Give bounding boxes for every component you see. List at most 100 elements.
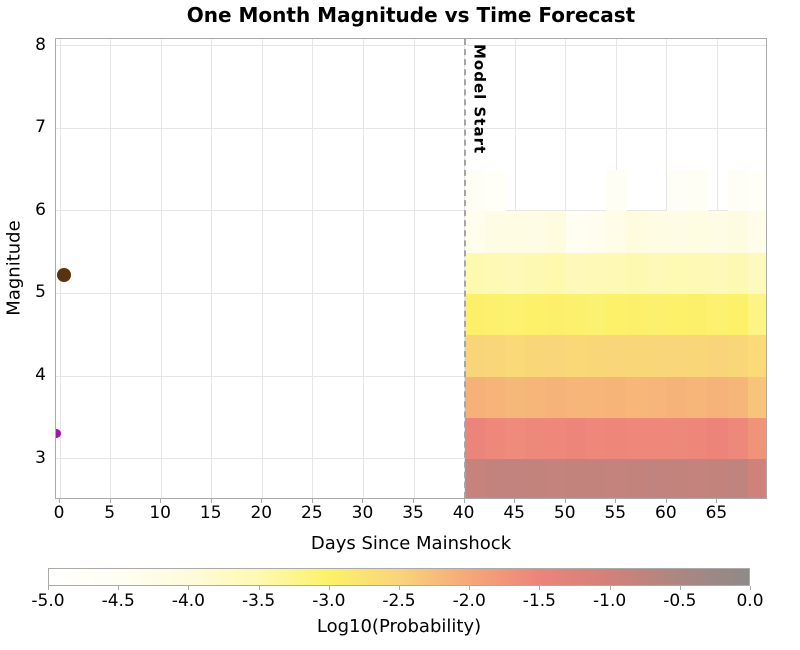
x-tick-mark bbox=[59, 499, 61, 503]
heatmap-cell bbox=[626, 458, 648, 498]
heatmap-cell bbox=[707, 376, 729, 418]
x-tick-label: 0 bbox=[53, 503, 65, 523]
heatmap-cell bbox=[666, 252, 688, 295]
colorbar-tick-label: -2.5 bbox=[382, 591, 416, 611]
heatmap-cell bbox=[484, 417, 506, 460]
colorbar-tick-mark bbox=[258, 586, 260, 590]
heatmap-cell bbox=[707, 210, 729, 253]
heatmap-cell bbox=[606, 210, 627, 253]
x-tick-mark bbox=[160, 499, 162, 503]
heatmap-cell bbox=[565, 417, 587, 460]
heatmap-cell bbox=[606, 376, 627, 418]
heatmap-cell bbox=[707, 417, 729, 460]
plot-area: Model Start bbox=[55, 38, 767, 499]
heatmap-cell bbox=[565, 376, 587, 418]
heatmap-cell bbox=[585, 210, 607, 253]
x-tick-label: 40 bbox=[452, 503, 475, 523]
heatmap-cell bbox=[687, 252, 708, 295]
heatmap-cell bbox=[626, 417, 648, 460]
heatmap-cell bbox=[484, 376, 506, 418]
heatmap-cell bbox=[626, 252, 648, 295]
x-gridline bbox=[312, 39, 314, 498]
heatmap-cell bbox=[727, 210, 749, 253]
heatmap-cell bbox=[727, 169, 749, 212]
heatmap-cell bbox=[545, 417, 567, 460]
colorbar-tick-mark bbox=[48, 586, 49, 590]
colorbar-tick-label: -4.5 bbox=[101, 591, 135, 611]
x-tick-mark bbox=[311, 499, 313, 503]
heatmap-cell bbox=[545, 458, 567, 498]
heatmap-cell bbox=[484, 252, 506, 295]
x-tick-mark bbox=[463, 499, 465, 503]
x-axis-label: Days Since Mainshock bbox=[310, 533, 512, 554]
heatmap-cell bbox=[525, 458, 547, 498]
heatmap-cell bbox=[525, 417, 547, 460]
x-tick-mark bbox=[413, 499, 415, 503]
colorbar-tick-label: -3.5 bbox=[242, 591, 276, 611]
heatmap-cell bbox=[666, 210, 688, 253]
heatmap-cell bbox=[707, 293, 729, 336]
heatmap-cell bbox=[727, 334, 749, 377]
heatmap-cell bbox=[606, 417, 627, 460]
heatmap-cell bbox=[687, 293, 708, 336]
heatmap-cell bbox=[464, 376, 486, 418]
x-tick-label: 55 bbox=[604, 503, 627, 523]
x-tick-mark bbox=[210, 499, 212, 503]
heatmap-cell bbox=[646, 293, 668, 336]
heatmap-cell bbox=[606, 252, 627, 295]
x-gridline bbox=[110, 39, 112, 498]
heatmap-cell bbox=[606, 293, 627, 336]
heatmap-cell bbox=[687, 334, 708, 377]
heatmap-cell bbox=[585, 293, 607, 336]
colorbar-tick-mark bbox=[750, 586, 751, 590]
heatmap-cell bbox=[505, 458, 526, 498]
colorbar-tick-label: -1.5 bbox=[522, 591, 556, 611]
heatmap-cell bbox=[464, 252, 486, 295]
x-tick-mark bbox=[261, 499, 263, 503]
heatmap-cell bbox=[626, 293, 648, 336]
heatmap-cell bbox=[606, 334, 627, 377]
colorbar-tick-mark bbox=[469, 586, 471, 590]
heatmap-cell bbox=[484, 458, 506, 498]
heatmap-cell bbox=[585, 417, 607, 460]
heatmap-cell bbox=[545, 210, 567, 253]
x-gridline bbox=[362, 39, 364, 498]
heatmap-cell bbox=[505, 376, 526, 418]
x-tick-label: 15 bbox=[199, 503, 222, 523]
heatmap-cell bbox=[727, 376, 749, 418]
heatmap-cell bbox=[464, 417, 486, 460]
colorbar-tick-label: 0.0 bbox=[736, 591, 764, 611]
x-tick-label: 5 bbox=[104, 503, 116, 523]
x-tick-mark bbox=[564, 499, 566, 503]
heatmap-cell bbox=[646, 210, 668, 253]
y-tick-label: 3 bbox=[35, 447, 46, 468]
heatmap-cell bbox=[545, 376, 567, 418]
heatmap-cell bbox=[545, 252, 567, 295]
model-start-label: Model Start bbox=[470, 44, 489, 155]
heatmap-cell bbox=[666, 376, 688, 418]
heatmap-cell bbox=[565, 210, 587, 253]
x-tick-label: 45 bbox=[503, 503, 525, 523]
colorbar-tick-mark bbox=[679, 586, 681, 590]
colorbar-tick-label: -4.0 bbox=[171, 591, 205, 611]
model-start-line bbox=[463, 39, 466, 498]
heatmap-cell bbox=[626, 376, 648, 418]
scatter-point-mainshock-m5.2 bbox=[56, 268, 71, 283]
heatmap-cell bbox=[646, 334, 668, 377]
colorbar-tick-label: -3.0 bbox=[312, 591, 346, 611]
heatmap-cell bbox=[464, 210, 486, 253]
y-tick-label: 4 bbox=[35, 365, 46, 386]
x-tick-label: 35 bbox=[402, 503, 424, 523]
heatmap-cell bbox=[484, 293, 506, 336]
heatmap-cell bbox=[747, 417, 766, 460]
heatmap-cell bbox=[484, 210, 506, 253]
heatmap-cell bbox=[747, 376, 766, 418]
heatmap-cell bbox=[646, 376, 668, 418]
x-tick-label: 60 bbox=[655, 503, 677, 523]
x-tick-label: 10 bbox=[149, 503, 171, 523]
heatmap-cell bbox=[626, 334, 648, 377]
heatmap-cell bbox=[545, 334, 567, 377]
y-tick-label: 6 bbox=[35, 199, 46, 220]
y-tick-label: 8 bbox=[35, 34, 46, 55]
heatmap-cell bbox=[747, 210, 766, 253]
